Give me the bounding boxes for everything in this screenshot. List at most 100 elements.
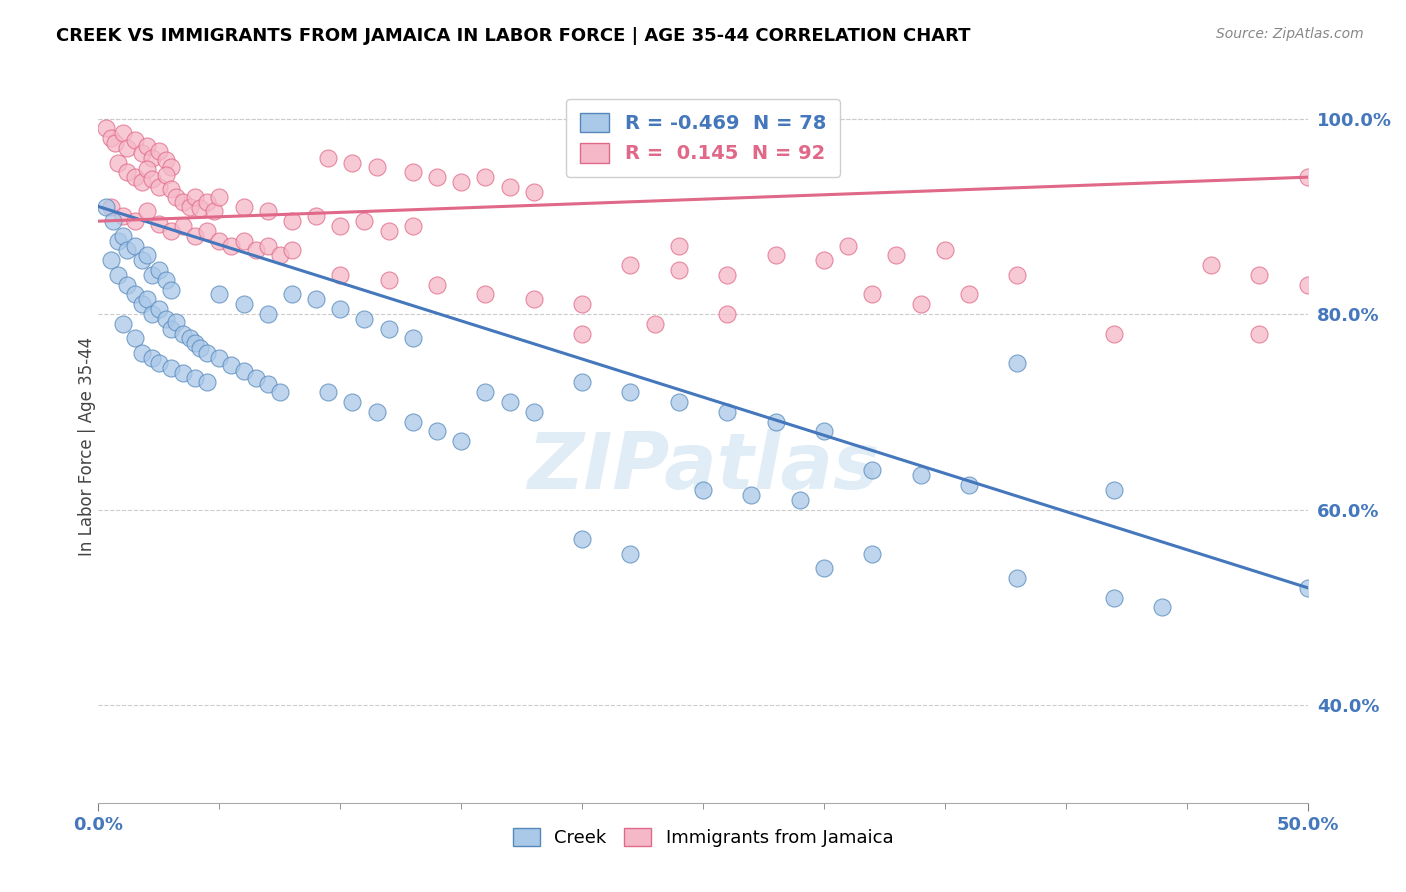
Point	[208, 190, 231, 204]
Point	[1007, 571, 1029, 585]
Point	[269, 385, 291, 400]
Point	[1007, 268, 1029, 282]
Point	[860, 547, 883, 561]
Point	[498, 395, 520, 409]
Point	[141, 351, 163, 365]
Text: ZIPatlas: ZIPatlas	[527, 429, 879, 506]
Point	[668, 238, 690, 252]
Point	[135, 248, 157, 262]
Point	[256, 238, 278, 252]
Point	[402, 219, 425, 233]
Point	[281, 244, 304, 258]
Point	[124, 170, 146, 185]
Point	[837, 238, 859, 252]
Point	[208, 287, 231, 301]
Point	[148, 302, 170, 317]
Point	[1296, 581, 1319, 595]
Point	[195, 224, 218, 238]
Point	[765, 415, 787, 429]
Point	[184, 228, 207, 243]
Point	[155, 168, 177, 182]
Point	[342, 155, 364, 169]
Point	[208, 234, 231, 248]
Point	[148, 217, 170, 231]
Point	[135, 139, 157, 153]
Point	[1249, 268, 1271, 282]
Point	[377, 224, 399, 238]
Point	[619, 385, 641, 400]
Point	[148, 263, 170, 277]
Point	[957, 287, 980, 301]
Point	[124, 331, 146, 345]
Point	[716, 405, 738, 419]
Point	[172, 366, 194, 380]
Point	[402, 331, 425, 345]
Point	[232, 297, 254, 311]
Point	[366, 405, 388, 419]
Point	[141, 151, 163, 165]
Point	[141, 307, 163, 321]
Point	[94, 121, 117, 136]
Point	[1249, 326, 1271, 341]
Point	[353, 214, 375, 228]
Point	[316, 151, 339, 165]
Point	[155, 153, 177, 167]
Point	[148, 144, 170, 158]
Point	[692, 483, 714, 497]
Point	[329, 268, 352, 282]
Point	[131, 145, 153, 160]
Point	[195, 346, 218, 360]
Point	[195, 376, 218, 390]
Point	[141, 268, 163, 282]
Point	[366, 161, 388, 175]
Point	[204, 204, 226, 219]
Point	[426, 277, 449, 292]
Point	[1102, 483, 1125, 497]
Point	[141, 172, 163, 186]
Point	[117, 141, 139, 155]
Point	[571, 297, 593, 311]
Point	[245, 244, 267, 258]
Point	[195, 194, 218, 209]
Point	[131, 297, 153, 311]
Point	[184, 190, 207, 204]
Point	[232, 234, 254, 248]
Point	[117, 165, 139, 179]
Point	[104, 136, 127, 150]
Point	[188, 341, 211, 355]
Point	[148, 356, 170, 370]
Point	[860, 463, 883, 477]
Point	[184, 336, 207, 351]
Legend: Creek, Immigrants from Jamaica: Creek, Immigrants from Jamaica	[505, 821, 901, 855]
Point	[208, 351, 231, 365]
Point	[160, 182, 183, 196]
Y-axis label: In Labor Force | Age 35-44: In Labor Force | Age 35-44	[79, 336, 96, 556]
Point	[232, 364, 254, 378]
Point	[124, 133, 146, 147]
Point	[172, 219, 194, 233]
Text: CREEK VS IMMIGRANTS FROM JAMAICA IN LABOR FORCE | AGE 35-44 CORRELATION CHART: CREEK VS IMMIGRANTS FROM JAMAICA IN LABO…	[56, 27, 970, 45]
Point	[305, 293, 328, 307]
Point	[813, 425, 835, 439]
Point	[860, 287, 883, 301]
Point	[316, 385, 339, 400]
Point	[135, 293, 157, 307]
Point	[450, 175, 472, 189]
Point	[184, 370, 207, 384]
Point	[329, 302, 352, 317]
Point	[474, 170, 496, 185]
Point	[1199, 258, 1222, 272]
Point	[619, 258, 641, 272]
Point	[342, 395, 364, 409]
Point	[450, 434, 472, 449]
Point	[571, 326, 593, 341]
Point	[813, 253, 835, 268]
Point	[131, 253, 153, 268]
Point	[179, 331, 201, 345]
Point	[523, 405, 546, 419]
Point	[377, 321, 399, 335]
Point	[188, 202, 211, 216]
Point	[160, 283, 183, 297]
Point	[124, 287, 146, 301]
Point	[256, 307, 278, 321]
